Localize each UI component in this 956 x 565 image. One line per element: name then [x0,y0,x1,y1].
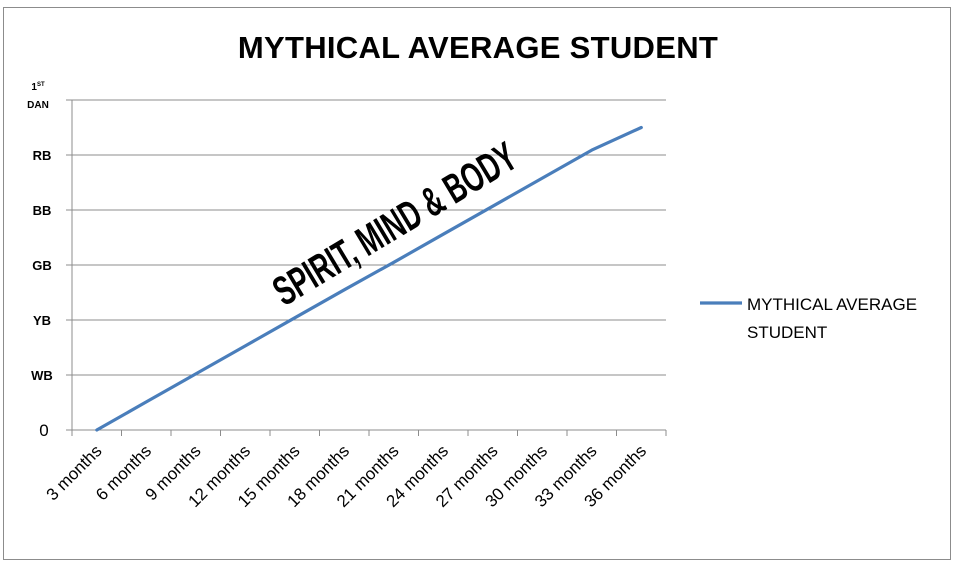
y-tick-label: RB [33,148,52,163]
y-tick-label: 0 [39,421,48,440]
y-tick-label: 1ST [31,82,45,93]
y-tick-label: GB [32,258,52,273]
y-tick-label: BB [33,203,52,218]
y-tick-label: YB [33,313,51,328]
chart-frame [3,7,951,560]
chart-title: MYTHICAL AVERAGE STUDENT [237,30,719,65]
series-line [95,125,643,432]
legend-label: MYTHICAL AVERAGE [747,295,917,314]
y-tick-label: DAN [27,100,49,111]
legend-label: STUDENT [747,323,827,342]
annotation-text: SPIRIT, MIND & BODY [265,133,525,315]
y-tick-label: WB [31,368,53,383]
